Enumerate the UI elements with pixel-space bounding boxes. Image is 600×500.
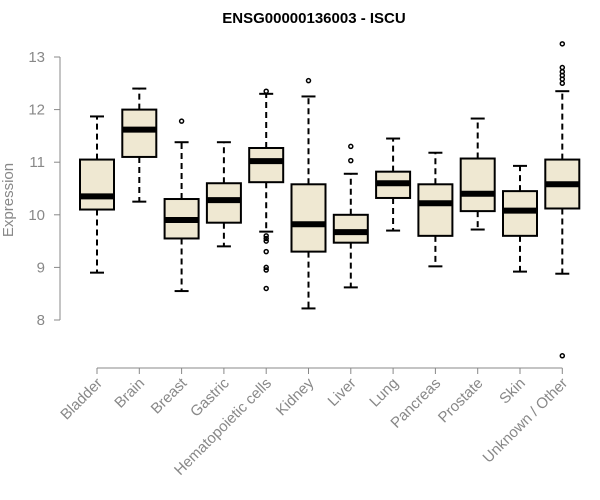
outlier-point [263, 285, 269, 292]
outlier-point [559, 80, 566, 87]
outlier-point [263, 248, 269, 255]
box-group [163, 118, 200, 293]
box [79, 158, 115, 211]
box-group [332, 143, 369, 289]
outlier-point [263, 267, 269, 273]
outlier-point [263, 238, 269, 244]
plot-area [79, 41, 581, 359]
y-axis: 8 9 10 11 12 13 [28, 49, 61, 329]
outlier-point [559, 41, 566, 47]
chart-title: ENSG00000136003 - ISCU [222, 10, 405, 27]
outlier-point [348, 143, 354, 150]
outlier-point [348, 157, 354, 164]
box-group [79, 115, 115, 274]
y-tick-label: 9 [37, 259, 45, 276]
box-group [502, 164, 538, 273]
outlier-point [559, 353, 566, 359]
y-tick-label: 8 [37, 312, 45, 329]
y-axis-label: Expression [0, 163, 17, 237]
outlier-point [305, 77, 312, 84]
box [332, 213, 369, 244]
outlier-point [263, 235, 269, 242]
x-tick-label: Prostate [435, 375, 487, 427]
box-group [290, 77, 327, 310]
box [121, 108, 158, 158]
box [417, 183, 454, 237]
outlier-point [263, 264, 269, 271]
y-tick-label: 10 [28, 207, 45, 224]
box-group [248, 88, 285, 292]
outlier-point [263, 233, 269, 239]
box-group [417, 151, 454, 268]
x-tick-label: Brain [111, 375, 148, 412]
outlier-point [263, 88, 269, 94]
outlier-point [178, 118, 185, 124]
y-tick-label: 13 [28, 49, 45, 66]
x-tick-label: Liver [325, 375, 360, 410]
x-tick-label: Kidney [273, 374, 318, 419]
box-group [121, 87, 158, 203]
x-tick-label: Lung [366, 375, 402, 411]
x-tick-label: Skin [496, 375, 529, 408]
box [459, 157, 496, 213]
outlier-point [559, 76, 566, 82]
y-tick-label: 12 [28, 102, 45, 119]
box [248, 146, 285, 184]
outlier-point [559, 64, 566, 71]
box-group [459, 117, 496, 231]
box-group [375, 137, 412, 232]
y-tick-label: 11 [29, 154, 45, 171]
x-tick-label: Bladder [57, 375, 106, 424]
box-group [544, 41, 581, 359]
x-tick-label: Breast [148, 374, 191, 417]
box-group [205, 141, 242, 248]
box [290, 183, 327, 253]
